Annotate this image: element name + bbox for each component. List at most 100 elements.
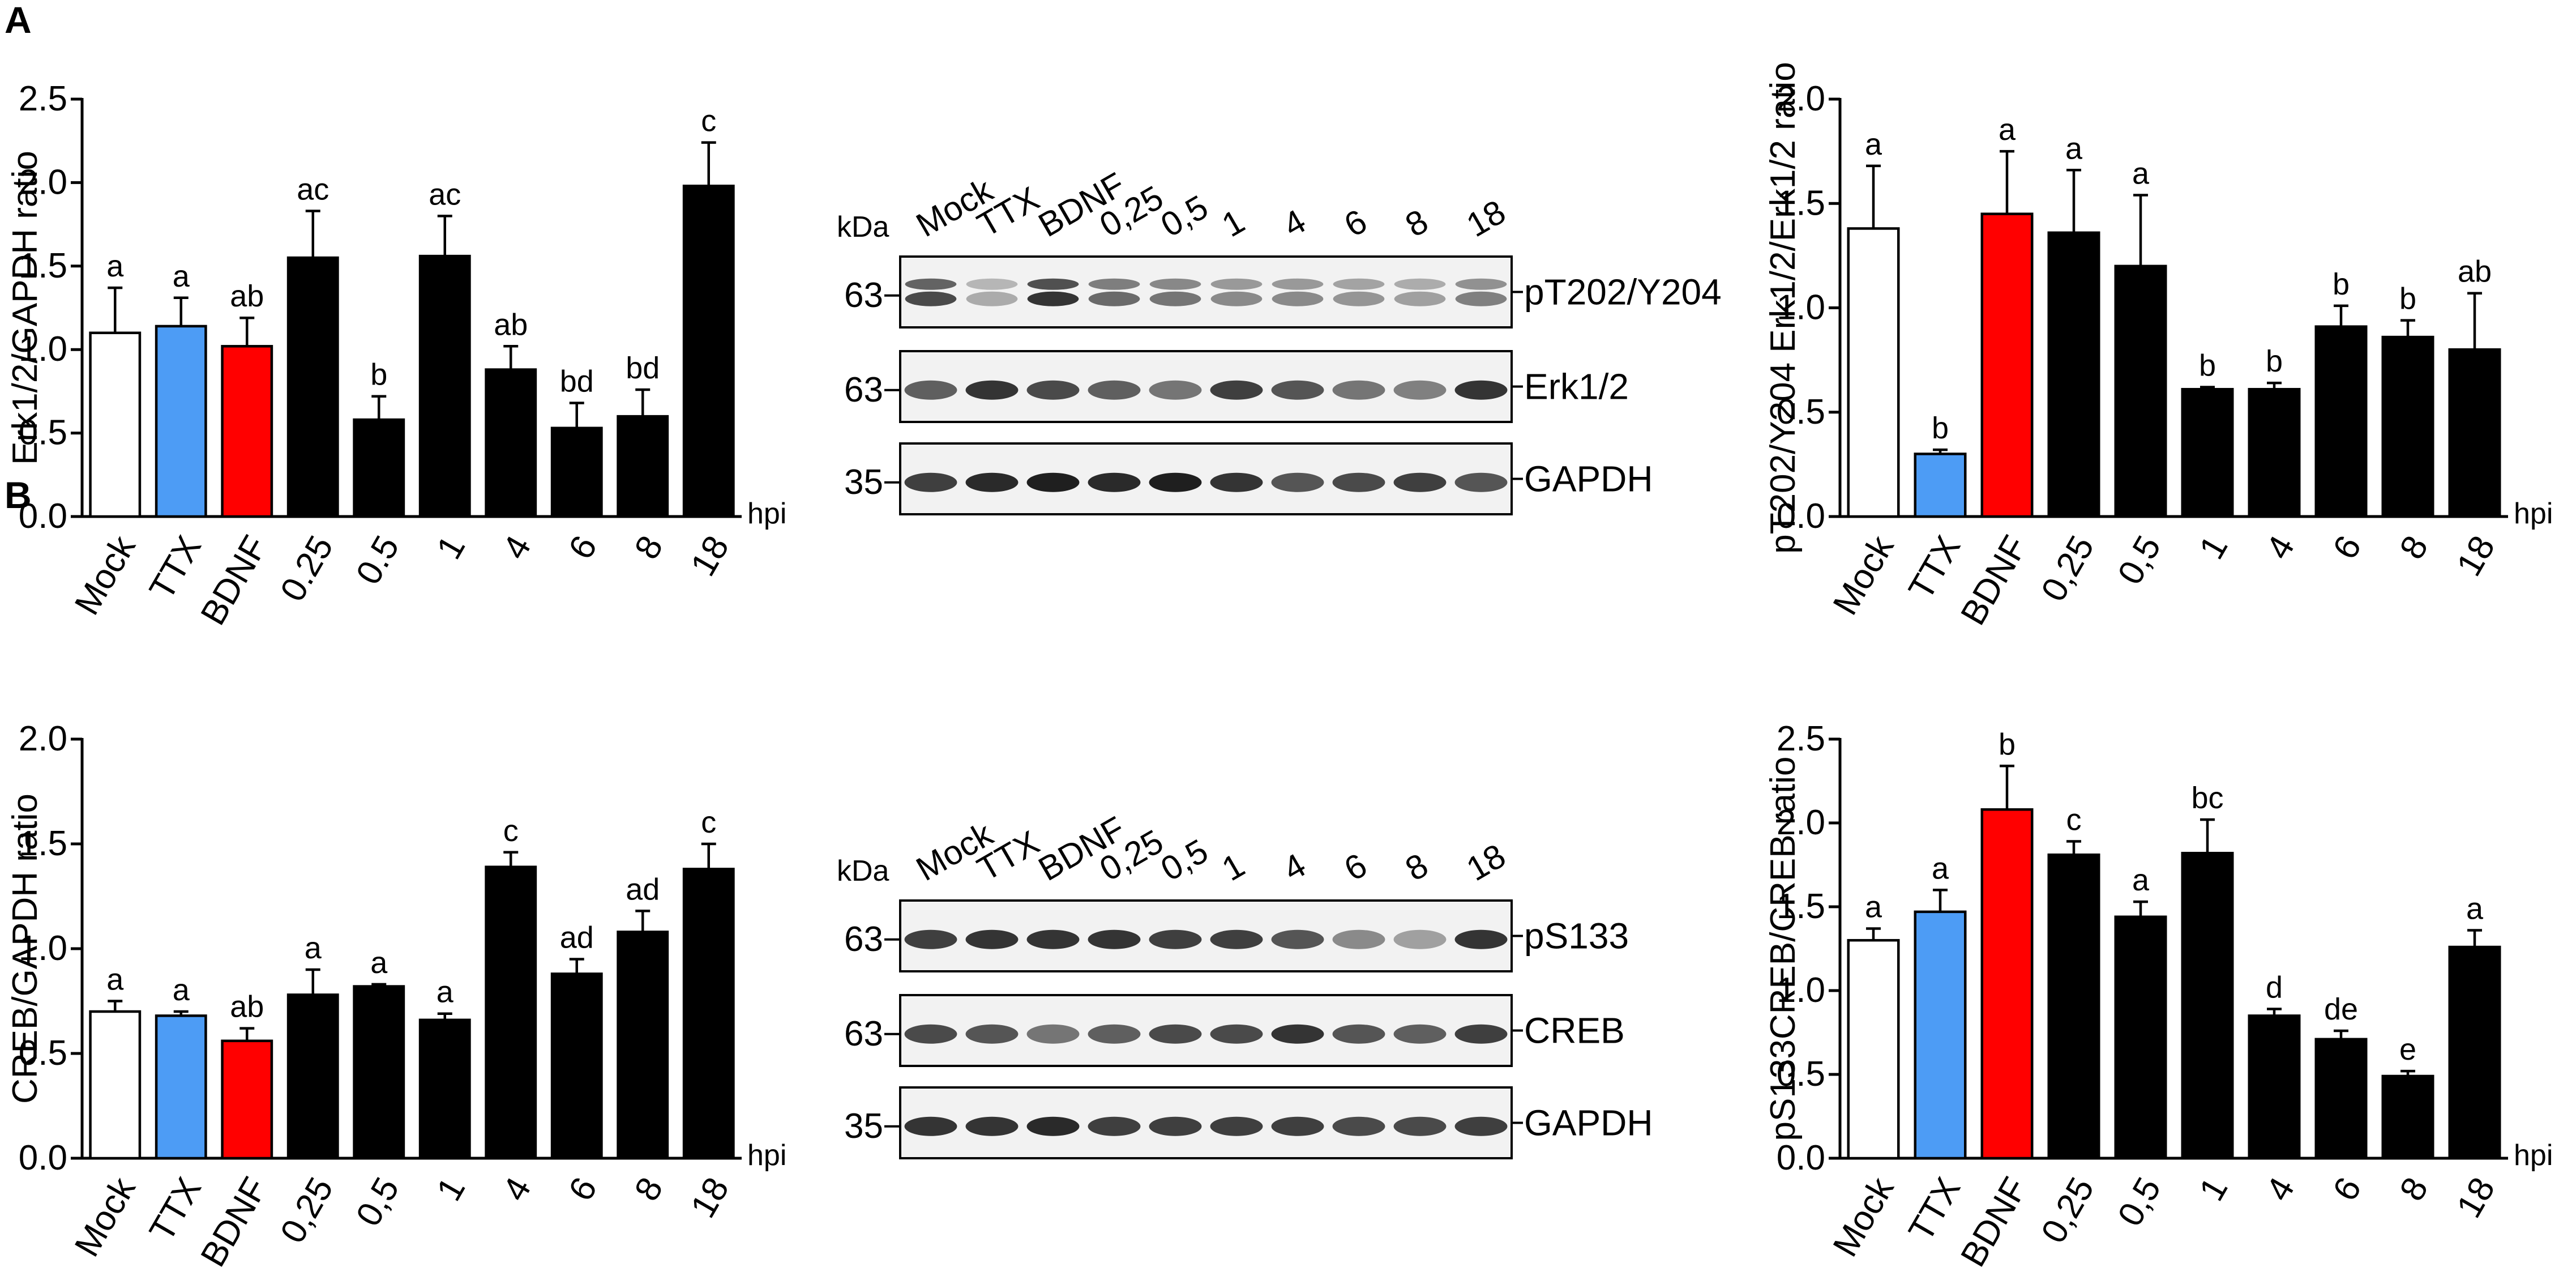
protein-label: CREB xyxy=(1524,1010,1625,1051)
significance-letter: a xyxy=(305,931,322,965)
significance-letter: b xyxy=(370,358,387,392)
y-axis-label: pS133CREB/CREB ratio xyxy=(1764,757,1803,1141)
blot-band xyxy=(1455,291,1507,306)
y-tick-label: 0.5 xyxy=(1777,1055,1825,1094)
bar xyxy=(353,418,405,518)
bar xyxy=(286,993,339,1160)
blot-band xyxy=(965,1024,1019,1044)
blot-band xyxy=(1026,1024,1080,1044)
significance-letter: ac xyxy=(297,173,329,207)
blot-band xyxy=(1088,472,1141,492)
kda-label: kDa xyxy=(837,211,889,244)
blot-band xyxy=(1272,291,1324,306)
significance-letter: a xyxy=(1865,127,1882,161)
significance-letter: a xyxy=(2132,157,2150,191)
y-tick-label: 0.0 xyxy=(19,1138,67,1177)
bar xyxy=(2181,387,2234,518)
significance-letter: a xyxy=(1932,851,1949,885)
y-tick-label: 0.0 xyxy=(1777,1138,1825,1177)
bar xyxy=(2314,1038,2368,1160)
blot-band xyxy=(1149,380,1202,400)
y-tick-label: 1.5 xyxy=(1777,184,1825,223)
blot-band xyxy=(904,929,957,949)
bar xyxy=(2114,264,2167,518)
blot-band xyxy=(1393,380,1447,400)
significance-letter: a xyxy=(370,946,388,980)
blot-band xyxy=(1210,1024,1263,1044)
blot-band xyxy=(965,1116,1019,1136)
significance-letter: de xyxy=(2324,992,2358,1026)
significance-letter: a xyxy=(106,963,124,997)
y-tick-label: 1.0 xyxy=(19,330,67,369)
blot-band xyxy=(1210,380,1263,400)
bar xyxy=(485,865,537,1160)
bar xyxy=(550,426,603,518)
blot-band xyxy=(1332,1116,1385,1136)
blot-band xyxy=(1210,929,1263,949)
blot-band xyxy=(1454,472,1508,492)
bar xyxy=(2248,387,2301,518)
blot-band xyxy=(904,1116,957,1136)
blot-band xyxy=(904,380,957,400)
protein-label: Erk1/2 xyxy=(1524,366,1629,407)
blot-band xyxy=(1026,380,1080,400)
y-tick-label: 2.0 xyxy=(1777,79,1825,118)
blot-band xyxy=(1332,472,1385,492)
bar xyxy=(1980,808,2034,1160)
protein-label: pT202/Y204 xyxy=(1524,272,1722,313)
y-tick-label: 0.5 xyxy=(19,1034,67,1073)
significance-letter: b xyxy=(2399,282,2416,316)
protein-label: pS133 xyxy=(1524,916,1629,957)
bar xyxy=(2114,915,2167,1160)
bar xyxy=(485,368,537,518)
molecular-weight-marker: 63 xyxy=(844,920,883,959)
significance-letter: ab xyxy=(230,990,264,1024)
significance-letter: c xyxy=(701,104,716,138)
blot-band xyxy=(1210,291,1263,306)
bar xyxy=(2314,325,2368,518)
molecular-weight-marker: 35 xyxy=(844,463,883,502)
y-tick-label: 1.0 xyxy=(1777,971,1825,1010)
x-unit-label: hpi xyxy=(747,497,786,530)
y-tick-label: 1.5 xyxy=(19,246,67,285)
blot-band xyxy=(1454,1024,1508,1044)
significance-letter: c xyxy=(701,805,716,839)
y-tick-label: 0.0 xyxy=(19,497,67,536)
bar xyxy=(682,868,735,1160)
significance-letter: bc xyxy=(2191,781,2223,815)
blot-band xyxy=(965,929,1019,949)
blot-band xyxy=(1272,278,1324,290)
bar xyxy=(2381,1074,2434,1160)
bar xyxy=(2047,231,2100,518)
y-tick-label: 2.0 xyxy=(1777,803,1825,842)
blot-band xyxy=(1210,472,1263,492)
blot-band xyxy=(905,291,957,306)
bar xyxy=(617,931,669,1160)
bar xyxy=(1914,453,1967,518)
blot-band xyxy=(1393,1116,1447,1136)
bar xyxy=(617,415,669,518)
blot-band xyxy=(1454,929,1508,949)
significance-letter: ad xyxy=(626,872,660,906)
blot-band xyxy=(1333,278,1385,290)
x-unit-label: hpi xyxy=(2514,1139,2553,1172)
bar xyxy=(682,185,735,518)
x-unit-label: hpi xyxy=(2514,497,2553,530)
bar xyxy=(2448,945,2501,1160)
blot-band xyxy=(1149,278,1201,290)
significance-letter: e xyxy=(2399,1032,2416,1066)
bar xyxy=(1980,212,2034,518)
blot-band xyxy=(1454,1116,1508,1136)
y-tick-label: 1.0 xyxy=(1777,288,1825,327)
y-tick-label: 2.0 xyxy=(19,719,67,758)
y-tick-label: 1.0 xyxy=(19,929,67,968)
bar xyxy=(353,985,405,1160)
x-unit-label: hpi xyxy=(747,1139,786,1172)
bar xyxy=(155,325,207,518)
protein-label: GAPDH xyxy=(1524,1103,1653,1144)
blot-band xyxy=(1088,380,1141,400)
blot-band xyxy=(1149,929,1202,949)
bar xyxy=(221,1039,273,1160)
significance-letter: b xyxy=(1999,727,2016,761)
